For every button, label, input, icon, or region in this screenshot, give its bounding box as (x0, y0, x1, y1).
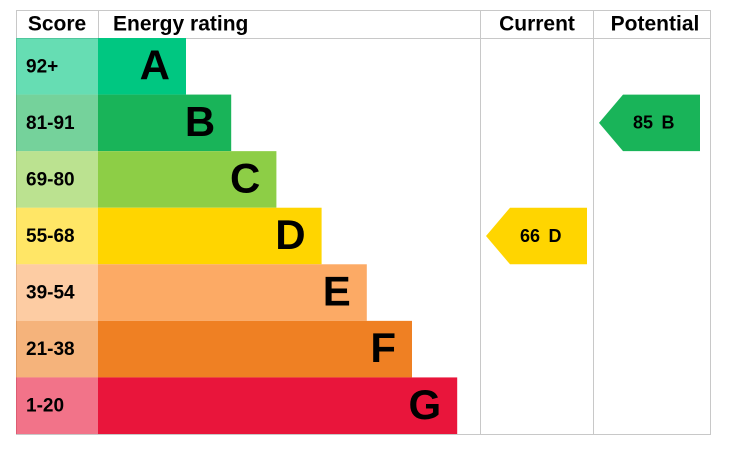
header: Potential (611, 13, 700, 36)
rating-value: 85 (633, 113, 653, 133)
score-label: 55-68 (26, 226, 75, 247)
rating-arrow (486, 207, 587, 265)
score-label: 21-38 (26, 339, 75, 360)
band-bar (98, 94, 232, 152)
band-letter: D (275, 211, 305, 258)
band-letter: C (230, 155, 260, 202)
rating-value: 66 (520, 226, 540, 246)
band-bar (98, 320, 412, 378)
band-letter: E (323, 268, 351, 315)
rating-band: B (662, 113, 675, 133)
score-cell (16, 38, 98, 95)
band-bar (98, 151, 277, 208)
score-label: 1-20 (26, 396, 64, 417)
score-cell (16, 207, 98, 265)
score-label: 39-54 (26, 283, 75, 304)
rating-arrow (599, 94, 700, 152)
score-cell (16, 94, 98, 152)
score-cell (16, 151, 98, 208)
band-bar (98, 38, 186, 95)
score-label: 92+ (26, 56, 58, 77)
band-bar (98, 207, 322, 265)
rating-band: D (549, 226, 562, 246)
score-cell (16, 320, 98, 378)
band-bar (98, 264, 367, 321)
band-letter: G (409, 381, 442, 428)
score-label: 81-91 (26, 113, 75, 134)
band-letter: B (185, 98, 215, 145)
header: Current (499, 13, 575, 36)
score-label: 69-80 (26, 169, 75, 190)
header: Energy rating (113, 13, 248, 36)
header: Score (28, 13, 86, 36)
score-cell (16, 264, 98, 321)
band-letter: A (140, 41, 170, 88)
band-bar (98, 377, 458, 434)
score-cell (16, 377, 98, 434)
band-letter: F (370, 324, 396, 371)
